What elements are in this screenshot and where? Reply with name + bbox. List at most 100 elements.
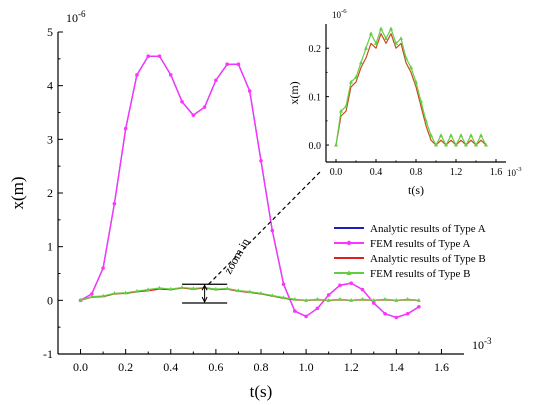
inset-series-point	[434, 142, 438, 147]
zoom-in-annotation: zoom in	[182, 169, 323, 304]
main-series-point	[112, 201, 117, 206]
inset-x-tick-label: 1.6	[490, 167, 503, 178]
main-series-point	[292, 296, 297, 301]
inset-y-tick-label: 0.2	[309, 44, 322, 55]
main-series-point	[417, 304, 421, 309]
main-series-group	[78, 54, 421, 320]
legend-marker-1	[346, 240, 352, 246]
inset-series-1	[334, 26, 488, 147]
main-series-point	[337, 296, 342, 301]
inset-series-point	[449, 133, 453, 137]
inset-y-axis-label: x(m)	[287, 81, 301, 104]
main-series-point	[304, 314, 308, 319]
inset-series-group	[334, 26, 488, 147]
main-series-point	[281, 295, 286, 300]
main-series-point	[123, 126, 128, 131]
inset-series-point	[384, 36, 388, 41]
main-series-point	[180, 99, 184, 104]
main-x-scale-label-exponent: -3	[484, 336, 492, 346]
main-series-point	[371, 301, 376, 305]
main-plot: 0.0 0.2 0.4 0.6 0.8 1.0 1.2 1.4 1.6 -1 0 1 2 3 4 5 t(s) x…	[8, 9, 492, 401]
main-series-point	[259, 291, 263, 295]
main-series-line-3	[80, 286, 419, 301]
inset-series-point	[439, 133, 443, 137]
main-series-point	[315, 306, 320, 311]
main-series-point	[101, 293, 106, 298]
main-x-tick-label: 1.0	[299, 360, 314, 374]
main-series-point	[213, 286, 218, 291]
main-x-axis-label: t(s)	[250, 382, 273, 401]
main-y-tick-label: 1	[47, 240, 53, 254]
inset-series-point	[444, 142, 448, 147]
main-series-point	[247, 89, 252, 93]
main-series-3	[78, 285, 421, 302]
main-series-point	[360, 296, 365, 301]
main-series-point	[146, 54, 151, 58]
main-series-point	[78, 298, 83, 302]
main-series-point	[214, 78, 218, 83]
zoom-dashed-line	[208, 169, 323, 285]
inset-series-point	[339, 108, 343, 113]
inset-series-point	[409, 65, 413, 70]
main-series-point	[191, 113, 196, 117]
main-y-axis-label: x(m)	[8, 176, 27, 209]
main-y-tick-label: 3	[47, 132, 53, 146]
inset-y-tick-label: 0.1	[309, 93, 322, 104]
inset-series-point	[359, 60, 363, 65]
main-series-point	[270, 293, 275, 298]
inset-plot: 0.0 0.4 0.8 1.2 1.60.00.10.2t(s)x(m)10-610-3	[287, 8, 522, 197]
main-series-point	[315, 296, 320, 301]
legend-label-1: FEM results of Type A	[370, 238, 471, 250]
legend-item-3: FEM results of Type B	[334, 268, 470, 280]
main-series-point	[191, 286, 196, 291]
inset-series-point	[344, 104, 348, 108]
main-series-point	[134, 288, 139, 293]
legend-marker-3	[346, 270, 352, 275]
main-series-point	[304, 298, 309, 302]
inset-series-point	[374, 41, 378, 45]
main-series-point	[394, 298, 399, 302]
legend-label-2: Analytic results of Type B	[370, 253, 486, 265]
main-y-tick-label: 0	[47, 293, 53, 307]
main-series-point	[168, 286, 173, 291]
inset-x-tick-label: 0.8	[410, 167, 423, 178]
inset-series-point	[349, 79, 353, 84]
main-series-point	[225, 286, 230, 291]
inset-series-point	[364, 45, 368, 50]
main-x-tick-label: 0.2	[118, 360, 133, 374]
legend-label-0: Analytic results of Type A	[370, 223, 486, 235]
main-x-ticks: 0.0 0.2 0.4 0.6 0.8 1.0 1.2 1.4 1.6	[73, 349, 449, 374]
main-series-point	[135, 73, 139, 77]
inset-series-point	[399, 36, 403, 41]
main-x-tick-label: 0.8	[254, 360, 269, 374]
inset-x-tick-label: 1.2	[450, 167, 463, 178]
main-y-tick-label: 4	[47, 79, 53, 93]
main-series-point	[394, 315, 399, 320]
main-y-tick-label: 2	[47, 186, 53, 200]
main-series-point	[101, 266, 105, 270]
inset-series-point	[404, 55, 408, 60]
main-x-tick-label: 0.0	[73, 360, 88, 374]
zoom-arrow-up	[201, 284, 208, 291]
main-series-point	[168, 73, 173, 77]
main-series-point	[112, 291, 117, 295]
inset-x-ticks: 0.0 0.4 0.8 1.2 1.6	[330, 159, 503, 178]
main-series-point	[383, 296, 388, 301]
main-y-scale-label: 10-6	[66, 9, 86, 25]
inset-x-scale-label-base: 10	[507, 168, 517, 178]
legend-item-0: Analytic results of Type A	[334, 223, 486, 235]
inset-series-point	[419, 99, 423, 103]
main-series-point	[202, 105, 207, 109]
inset-series-point	[454, 142, 458, 147]
inset-series-point	[479, 133, 483, 137]
inset-x-axis-label: t(s)	[408, 183, 424, 197]
main-series-point	[225, 62, 229, 66]
inset-series-point	[354, 74, 358, 79]
main-series-point	[180, 285, 185, 289]
main-series-point	[146, 287, 151, 292]
inset-x-scale-label-exponent: -3	[516, 166, 522, 173]
main-series-point	[416, 298, 421, 302]
zoom-in-label: zoom in	[221, 236, 253, 277]
main-series-point	[247, 289, 252, 294]
